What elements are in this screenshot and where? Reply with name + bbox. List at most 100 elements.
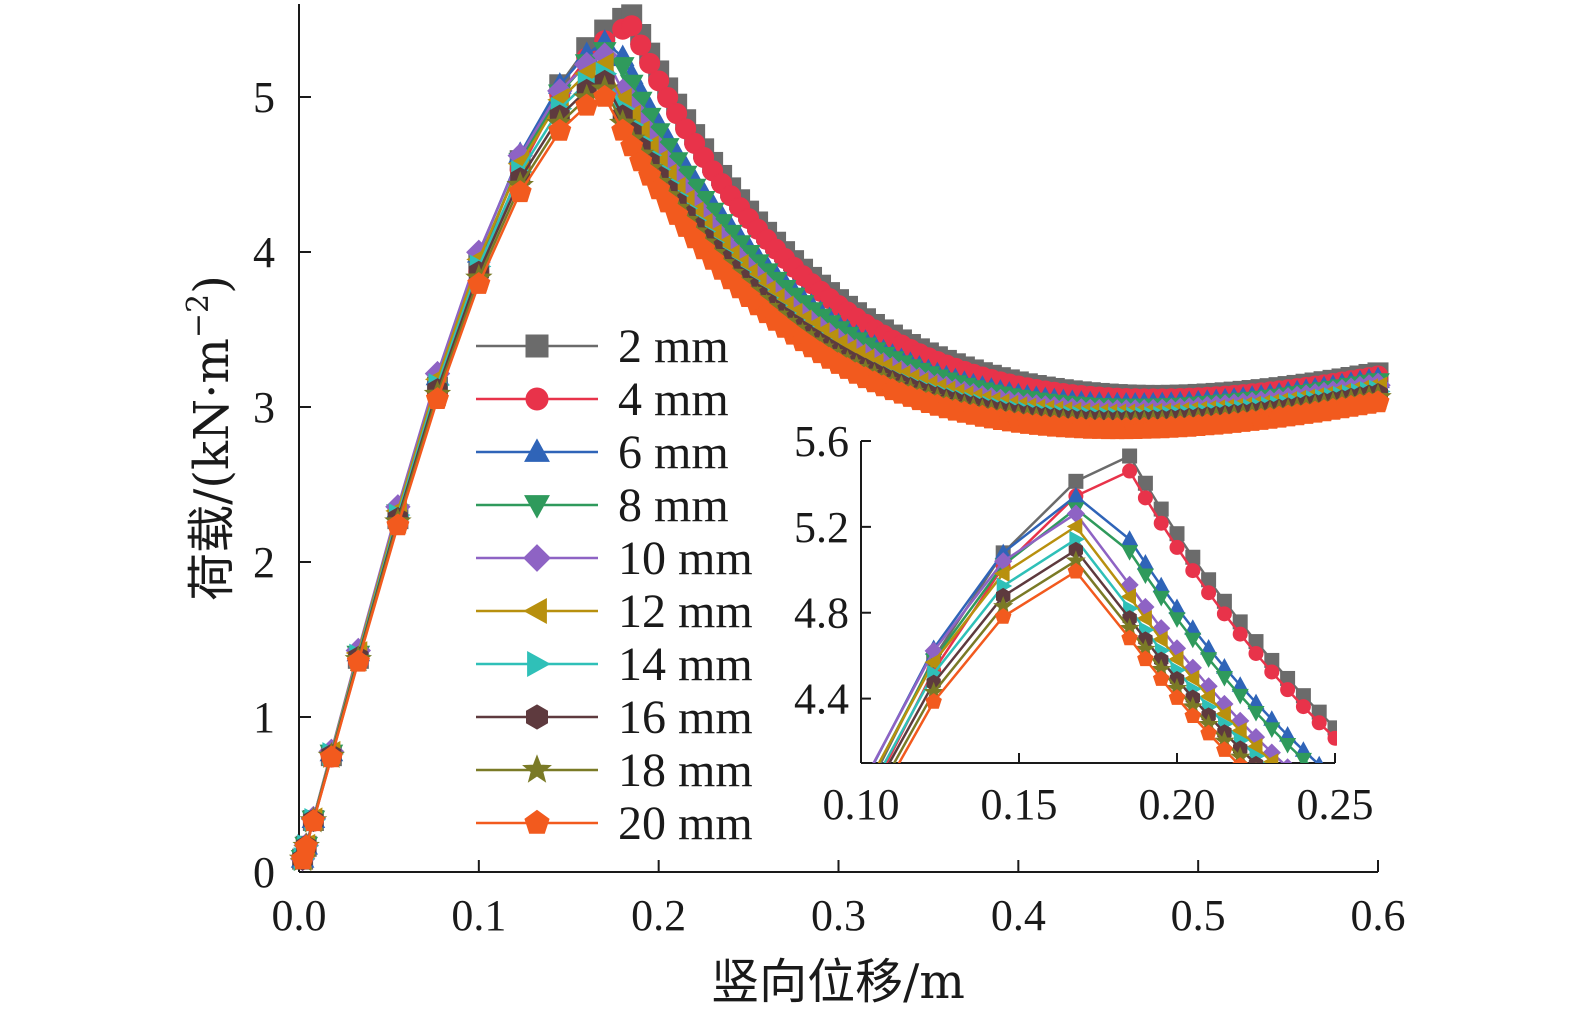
x-tick-label: 0.0 bbox=[272, 891, 327, 940]
inset-data-point bbox=[1342, 842, 1359, 858]
inset-data-point bbox=[1279, 792, 1296, 809]
data-point bbox=[319, 745, 343, 768]
inset-data-point bbox=[1201, 585, 1217, 601]
inset-data-point bbox=[1264, 787, 1279, 802]
y-tick-label: 3 bbox=[253, 383, 275, 432]
legend-marker bbox=[524, 809, 550, 834]
inset-data-point bbox=[1345, 829, 1359, 844]
inset-data-point bbox=[1312, 827, 1327, 842]
y-axis-title-close: ) bbox=[184, 275, 240, 294]
legend-label: 12 mm bbox=[618, 585, 753, 638]
inset-data-point bbox=[1265, 762, 1267, 763]
inset-data-point bbox=[1199, 688, 1215, 706]
x-tick-label: 0.6 bbox=[1351, 891, 1406, 940]
data-point bbox=[386, 513, 410, 536]
x-tick-label: 0.2 bbox=[631, 891, 686, 940]
data-point bbox=[639, 52, 661, 74]
data-point bbox=[610, 57, 635, 79]
inset-data-point bbox=[1068, 473, 1084, 489]
inset-data-point bbox=[1248, 773, 1263, 788]
y-axis-title: 荷载/(kN·m−2) bbox=[181, 275, 240, 601]
main-plot: 0.0 0.1 0.2 0.3 0.4 0.5 0.6 0 1 2 3 4 5 竖向位移/m 荷载/(… bbox=[181, 4, 1406, 1010]
data-point bbox=[346, 649, 370, 672]
inset-data-point bbox=[924, 653, 941, 671]
inset-y-tick-label: 5.6 bbox=[794, 417, 849, 466]
legend-label: 6 mm bbox=[618, 426, 729, 479]
inset-data-point bbox=[1248, 755, 1264, 763]
inset-data-point bbox=[1216, 741, 1233, 757]
inset-series-5 bbox=[877, 517, 1294, 784]
inset-data-point bbox=[1137, 650, 1154, 667]
inset-data-point bbox=[1282, 778, 1296, 793]
inset-data-point bbox=[1232, 626, 1248, 642]
y-tick-label: 1 bbox=[253, 693, 275, 742]
y-tick-label: 5 bbox=[253, 73, 275, 122]
inset-data-point bbox=[1344, 836, 1357, 851]
legend-item: 12 mm bbox=[476, 585, 753, 638]
legend-label: 16 mm bbox=[618, 691, 753, 744]
inset-data-point bbox=[1255, 761, 1257, 763]
inset-data-point bbox=[1215, 671, 1233, 687]
legend-label: 18 mm bbox=[618, 744, 753, 797]
inset-x-tick-label: 0.20 bbox=[1139, 780, 1216, 829]
inset-data-point bbox=[1248, 645, 1264, 661]
inset-series-0 bbox=[879, 448, 1337, 763]
inset-data-point bbox=[1280, 682, 1296, 698]
inset-data-point bbox=[1280, 801, 1295, 816]
legend-label: 20 mm bbox=[618, 797, 753, 850]
inset-data-point bbox=[1167, 650, 1184, 668]
inset-data-point bbox=[1121, 629, 1138, 646]
legend-marker bbox=[525, 334, 549, 358]
x-tick-label: 0.3 bbox=[811, 891, 866, 940]
main-y-ticks: 0 1 2 3 4 5 bbox=[253, 73, 311, 897]
inset-series-9 bbox=[897, 562, 1342, 854]
legend-marker bbox=[524, 438, 550, 462]
data-point bbox=[467, 271, 491, 294]
data-point bbox=[593, 84, 617, 107]
inset-y-ticks: 4.4 4.8 5.2 5.6 bbox=[794, 417, 871, 724]
inset-series-7 bbox=[887, 541, 1357, 851]
inset-data-point bbox=[1169, 539, 1185, 555]
legend-marker bbox=[522, 754, 552, 783]
legend-label: 14 mm bbox=[618, 638, 753, 691]
legend-item: 2 mm bbox=[476, 320, 729, 373]
legend-label: 10 mm bbox=[618, 532, 753, 585]
inset-data-point bbox=[1326, 830, 1343, 846]
inset-series-2 bbox=[872, 486, 1324, 763]
data-point bbox=[621, 15, 643, 37]
inset-data-point bbox=[1184, 632, 1202, 649]
data-point bbox=[657, 87, 679, 109]
inset-series bbox=[872, 448, 1359, 858]
inset-data-point bbox=[1263, 778, 1280, 795]
legend-label: 2 mm bbox=[618, 320, 729, 373]
series-line bbox=[301, 95, 1379, 860]
y-axis-title-text: 荷载/(kN·m bbox=[184, 338, 240, 601]
inset-data-point bbox=[1067, 486, 1085, 503]
inset-plot: 0.10 0.15 0.20 0.25 4.4 4.8 5.2 5.6 bbox=[794, 417, 1374, 858]
inset-data-point bbox=[1153, 515, 1169, 531]
inset-data-point bbox=[1264, 664, 1280, 680]
legend-label: 4 mm bbox=[618, 373, 729, 426]
legend-item: 16 mm bbox=[476, 691, 753, 744]
inset-data-point bbox=[1183, 669, 1200, 687]
inset-series-1 bbox=[885, 463, 1337, 763]
inset-data-point bbox=[1231, 688, 1249, 705]
inset-y-tick-label: 5.2 bbox=[794, 503, 849, 552]
inset-data-point bbox=[1315, 755, 1324, 763]
x-tick-label: 0.5 bbox=[1171, 891, 1226, 940]
inset-data-point bbox=[1168, 612, 1186, 628]
inset-data-point bbox=[1280, 769, 1294, 784]
x-axis-title: 竖向位移/m bbox=[711, 954, 965, 1010]
inset-x-tick-label: 0.10 bbox=[823, 780, 900, 829]
inset-data-point bbox=[1168, 689, 1186, 705]
series-line bbox=[301, 87, 1379, 860]
inset-x-ticks: 0.10 0.15 0.20 0.25 bbox=[823, 753, 1374, 829]
inset-x-tick-label: 0.15 bbox=[981, 780, 1058, 829]
data-point bbox=[1366, 390, 1390, 413]
inset-data-point bbox=[1327, 839, 1342, 854]
legend-marker bbox=[527, 651, 551, 677]
inset-data-point bbox=[1200, 652, 1218, 668]
inset-data-point bbox=[1152, 670, 1170, 686]
